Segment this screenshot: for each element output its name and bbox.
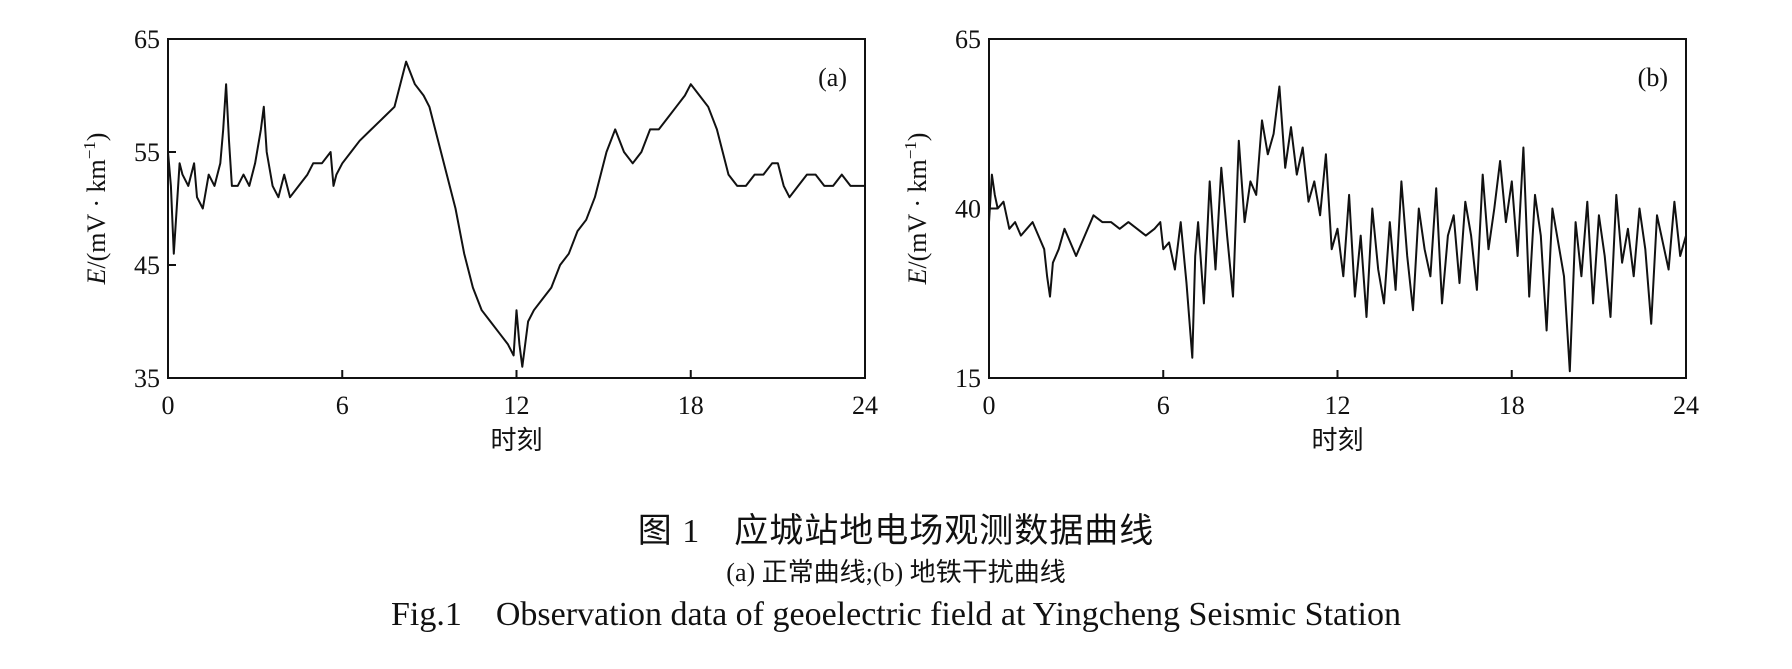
plot-frame-b [988, 38, 1687, 379]
chart-panel-b: 0 6 12 18 24 15 40 65 时刻 E/(mV · km−1) (b) [901, 25, 1699, 455]
figure-caption-english: Fig.1 Observation data of geoelectric fie… [0, 596, 1792, 634]
x-tick-label: 12 [504, 391, 530, 420]
figure-caption-chinese: 图 1 应城站地电场观测数据曲线 [0, 503, 1792, 552]
x-tick-label: 18 [1499, 391, 1525, 420]
figure-title-en: Observation data of geoelectric field at… [495, 596, 1401, 633]
series-line-a [167, 60, 865, 368]
figure-subcaption: (a) 正常曲线;(b) 地铁干扰曲线 [726, 558, 1066, 587]
plot-frame-a [167, 38, 866, 379]
series-line-b [988, 85, 1687, 373]
x-tick-label: 0 [162, 391, 175, 420]
y-axis-title: E/(mV · km−1) [80, 133, 111, 286]
panel-label-a: (a) [818, 63, 847, 92]
figure-title-cn: 应城站地电场观测数据曲线 [734, 513, 1155, 550]
y-tick-label: 55 [134, 138, 160, 167]
x-tick-label: 12 [1325, 391, 1351, 420]
x-axis-title: 时刻 [490, 426, 542, 455]
x-axis-title: 时刻 [1311, 426, 1363, 455]
x-tick-label: 6 [1157, 391, 1170, 420]
x-tick-label: 18 [678, 391, 704, 420]
y-tick-label: 40 [955, 195, 981, 224]
x-tick-label: 6 [336, 391, 349, 420]
y-tick-label: 45 [134, 251, 160, 280]
panel-label-b: (b) [1638, 63, 1668, 92]
y-tick-label: 65 [134, 25, 160, 54]
figure-number-cn: 图 1 [637, 513, 701, 550]
chart-panel-a: 0 6 12 18 24 35 45 55 65 时刻 E/(mV · km−1) (a) [80, 25, 878, 455]
x-tick-label: 0 [983, 391, 996, 420]
y-tick-label: 15 [955, 364, 981, 393]
x-tick-label: 24 [1673, 391, 1699, 420]
y-tick-label: 35 [134, 364, 160, 393]
figure-number-en: Fig.1 [391, 596, 462, 633]
y-axis-title: E/(mV · km−1) [901, 133, 932, 286]
y-tick-label: 65 [955, 25, 981, 54]
x-tick-label: 24 [852, 391, 878, 420]
